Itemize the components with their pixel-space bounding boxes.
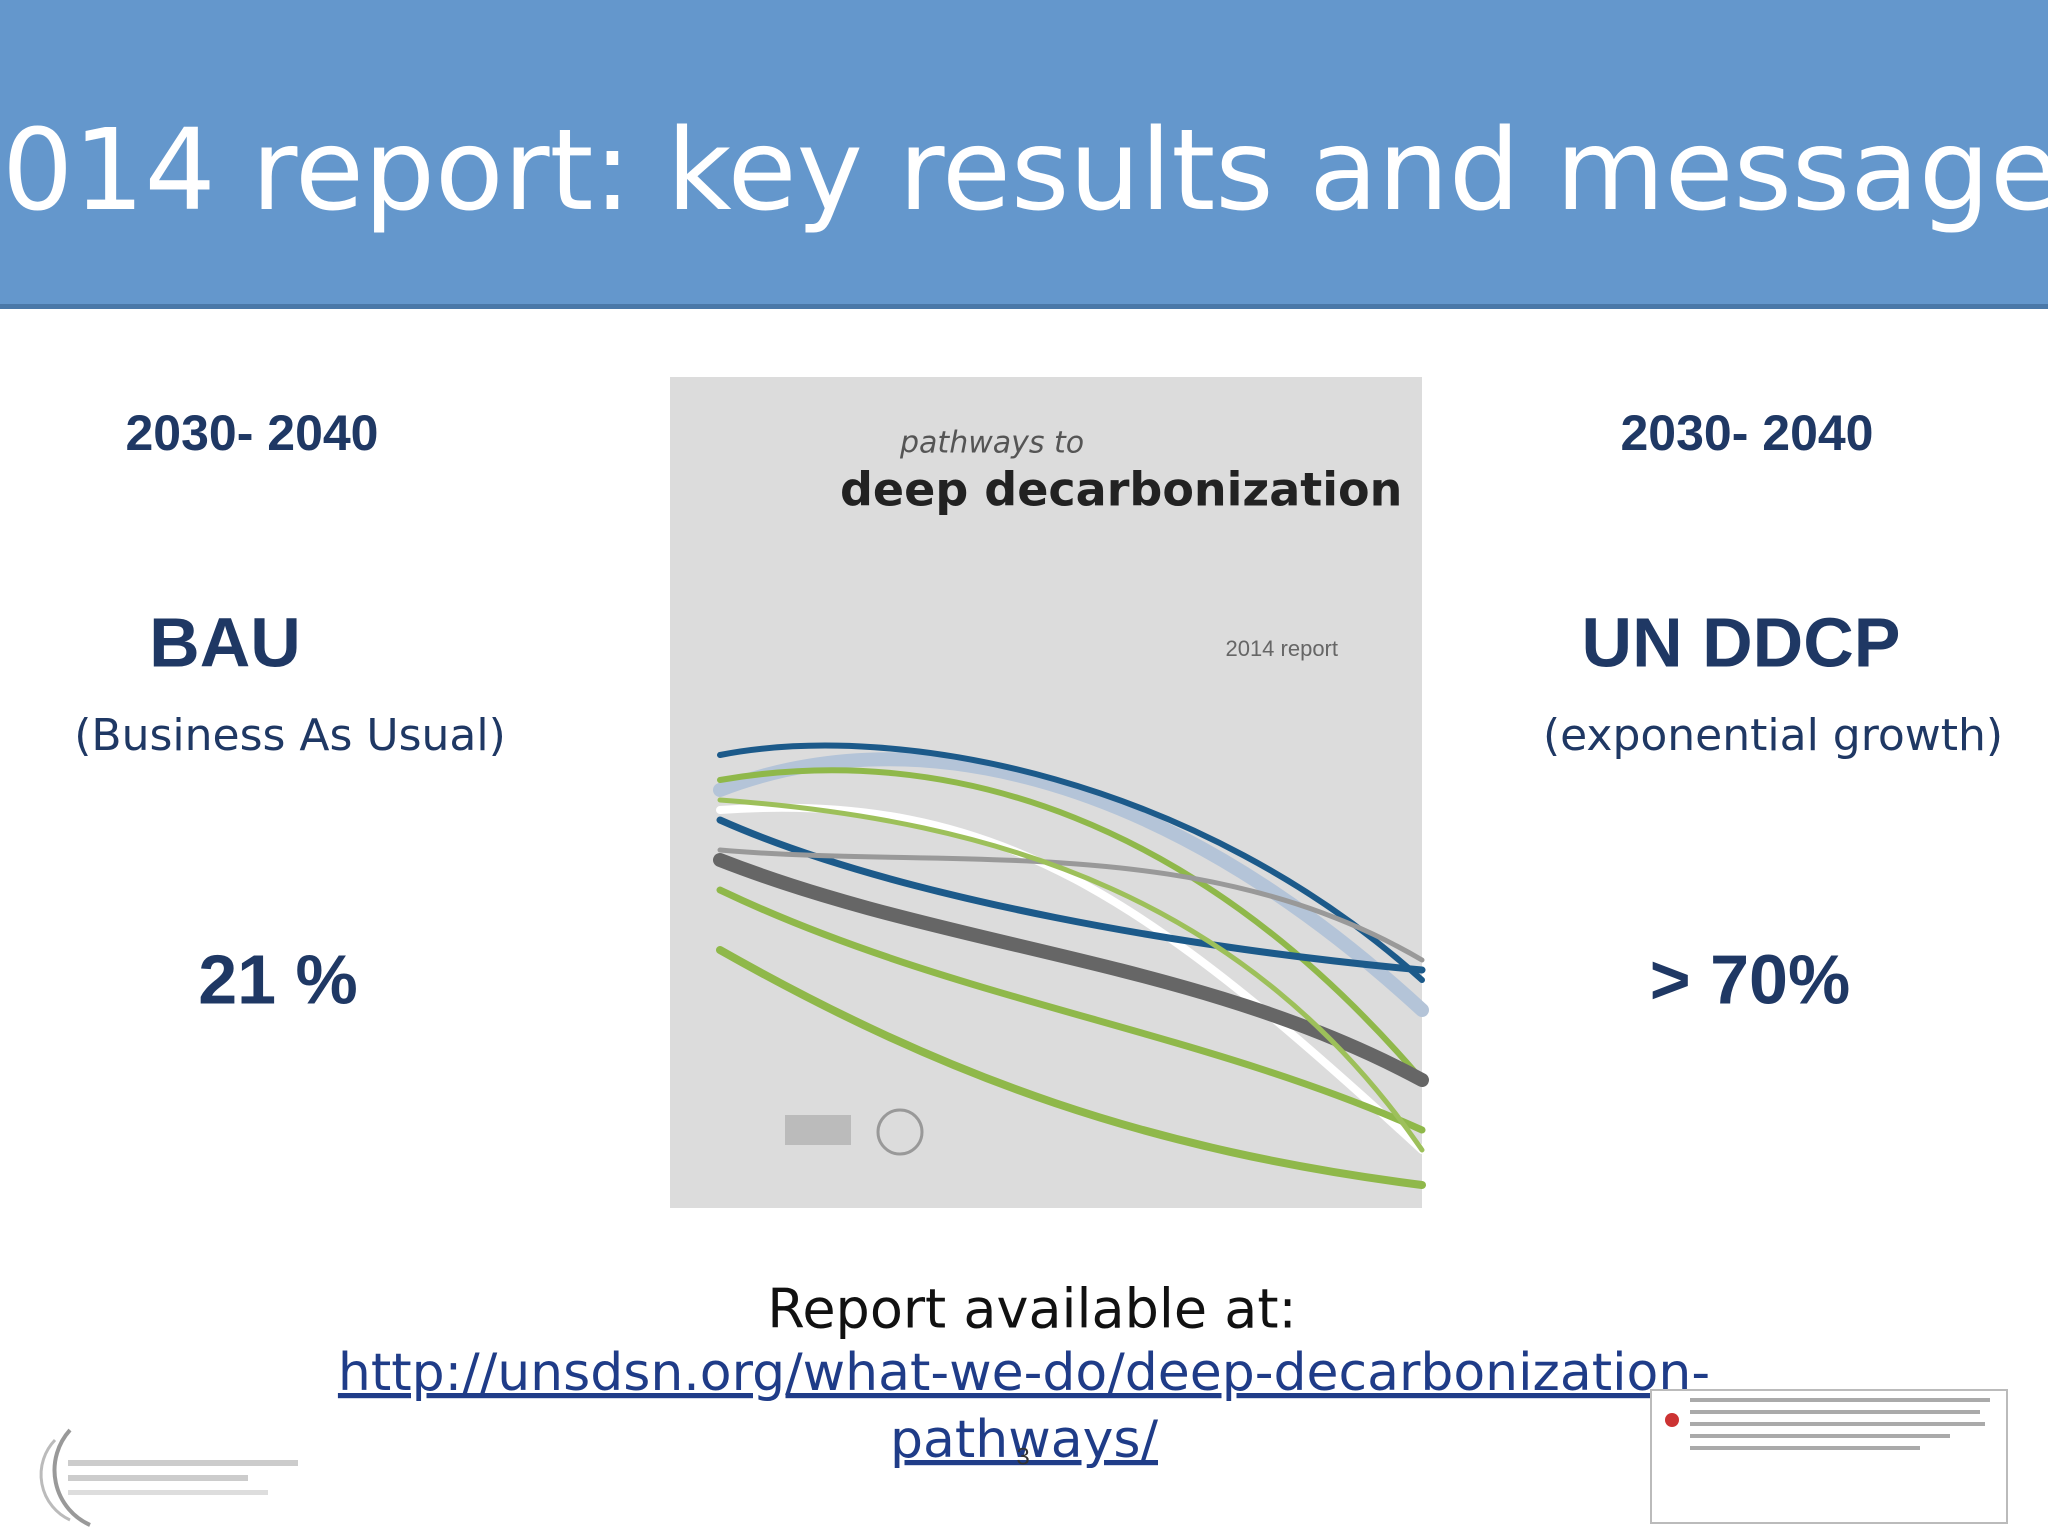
left-value: 21 % [198,940,358,1018]
placeholder-text [1690,1422,1985,1426]
placeholder-text [1690,1398,1990,1402]
cover-subtitle: pathways to [899,426,1084,461]
cover-title: deep decarbonization [840,463,1402,517]
slide-title: 2014 report: key results and messages [0,106,2048,236]
link-line[interactable]: pathways/ [890,1410,1158,1470]
right-scenario: UN DDCP [1582,603,1901,681]
left-period: 2030- 2040 [125,405,378,461]
left-scenario: BAU [149,603,301,681]
curve [717,797,1425,1153]
curve [716,886,1426,1134]
curve [717,767,1425,1083]
right-value: > 70% [1650,940,1850,1018]
curve [713,752,1429,1017]
logo-arc [52,1428,91,1527]
logo-arc [39,1438,71,1522]
cover-logo [876,1108,924,1156]
curve [716,946,1426,1189]
report-cover: pathways to deep decarbonization 2014 re… [670,377,1429,1208]
curve [716,816,1426,974]
footer-caption: Report available at: [767,1278,1297,1341]
header-edge [0,304,2048,309]
cover-edition: 2014 report [1225,636,1338,661]
page-number: 3 [1016,1443,1029,1470]
placeholder-text [1690,1434,1950,1438]
cover-curves [713,742,1429,1189]
missing-image-box [1650,1389,2008,1524]
cover-background [670,377,1422,1208]
placeholder-text [1690,1446,1920,1450]
header-bar [0,0,2048,307]
left-description: (Business As Usual) [74,710,506,761]
curve [717,847,1425,963]
logo-text [68,1460,298,1466]
placeholder-icon [1665,1413,1679,1427]
cover-logo [785,1115,851,1145]
placeholder-text [1690,1410,1980,1414]
logo-text [68,1490,268,1495]
right-description: (exponential growth) [1543,710,2003,761]
link-line[interactable]: http://unsdsn.org/what-we-do/deep-decarb… [338,1343,1710,1403]
institute-logo [39,1428,298,1527]
curve [717,742,1425,983]
report-link[interactable]: http://unsdsn.org/what-we-do/deep-decarb… [338,1343,1710,1470]
right-period: 2030- 2040 [1620,405,1873,461]
logo-text [68,1475,248,1481]
placeholder-frame [1650,1389,2008,1524]
